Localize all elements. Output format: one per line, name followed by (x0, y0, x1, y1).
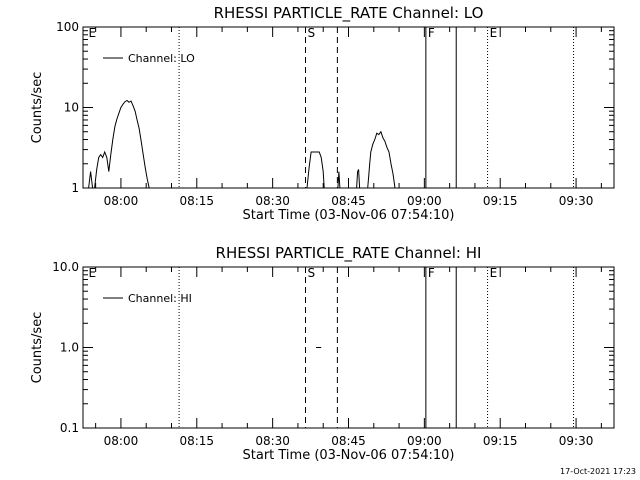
series-line (367, 130, 396, 189)
x-tick-label: 09:00 (407, 194, 442, 208)
series-line (88, 99, 150, 189)
y-tick-label: 10 (64, 101, 79, 115)
footer-timestamp: 17-Oct-2021 17:23 (560, 467, 636, 476)
y-tick-label: 1.0 (60, 341, 79, 355)
x-tick-label: 09:00 (407, 434, 442, 448)
marker-label: F (428, 266, 435, 280)
x-tick-label: 08:30 (255, 194, 290, 208)
y-axis-label: Counts/sec (30, 312, 45, 384)
x-tick-label: 09:15 (483, 194, 518, 208)
legend: Channel: HI (103, 292, 192, 305)
y-tick-label: 100 (56, 20, 79, 34)
marker-label: E (89, 26, 97, 40)
x-axis-ticks: 08:00 08:15 08:30 08:45 09:00 09:15 09:30 (95, 27, 602, 208)
y-tick-label: 10.0 (52, 260, 79, 274)
legend: Channel: LO (103, 52, 195, 65)
y-tick-label: 0.1 (60, 421, 79, 435)
chart-title: RHESSI PARTICLE_RATE Channel: LO (214, 4, 484, 23)
series-line (356, 169, 361, 189)
x-tick-label: 08:45 (331, 194, 366, 208)
x-tick-label: 08:30 (255, 434, 290, 448)
y-axis-ticks: 1 10 100 (56, 20, 614, 195)
marker-label: E (490, 266, 498, 280)
series-line (306, 151, 325, 189)
x-axis-ticks: 08:00 08:15 08:30 08:45 09:00 09:15 09:30 (95, 267, 602, 448)
legend-entry: Channel: LO (128, 52, 195, 65)
marker-label: E (490, 26, 498, 40)
chart-title: RHESSI PARTICLE_RATE Channel: HI (216, 244, 482, 263)
marker-label: S (308, 26, 316, 40)
panel-channel-lo: RHESSI PARTICLE_RATE Channel: LO 1 10 100 08… (30, 4, 615, 223)
legend-entry: Channel: HI (128, 292, 192, 305)
x-tick-label: 08:45 (331, 434, 366, 448)
marker-label: E (89, 266, 97, 280)
x-tick-label: 09:30 (559, 194, 594, 208)
x-tick-label: 08:00 (104, 434, 139, 448)
x-axis-label: Start Time (03-Nov-06 07:54:10) (243, 208, 455, 223)
x-tick-label: 08:00 (104, 194, 139, 208)
x-tick-label: 08:15 (179, 434, 214, 448)
marker-label: F (428, 26, 435, 40)
y-axis-label: Counts/sec (30, 72, 45, 144)
x-axis-label: Start Time (03-Nov-06 07:54:10) (243, 448, 455, 463)
x-tick-label: 09:15 (483, 434, 518, 448)
x-tick-label: 08:15 (179, 194, 214, 208)
panel-channel-hi: RHESSI PARTICLE_RATE Channel: HI 0.1 1.0 10… (30, 244, 615, 463)
y-axis-ticks: 0.1 1.0 10.0 (52, 260, 614, 435)
marker-label: S (308, 266, 316, 280)
series-line (337, 171, 341, 189)
x-tick-label: 09:30 (559, 434, 594, 448)
y-tick-label: 1 (71, 181, 79, 195)
